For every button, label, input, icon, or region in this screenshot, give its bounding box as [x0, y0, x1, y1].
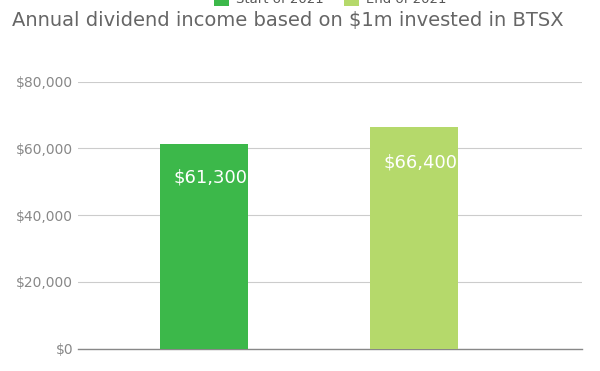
Bar	[160, 144, 248, 349]
Text: $66,400: $66,400	[383, 154, 457, 172]
Text: Annual dividend income based on $1m invested in BTSX: Annual dividend income based on $1m inve…	[12, 11, 563, 30]
Text: $61,300: $61,300	[173, 169, 247, 187]
Legend: Start of 2021, End of 2021: Start of 2021, End of 2021	[208, 0, 452, 12]
Bar	[370, 127, 458, 349]
